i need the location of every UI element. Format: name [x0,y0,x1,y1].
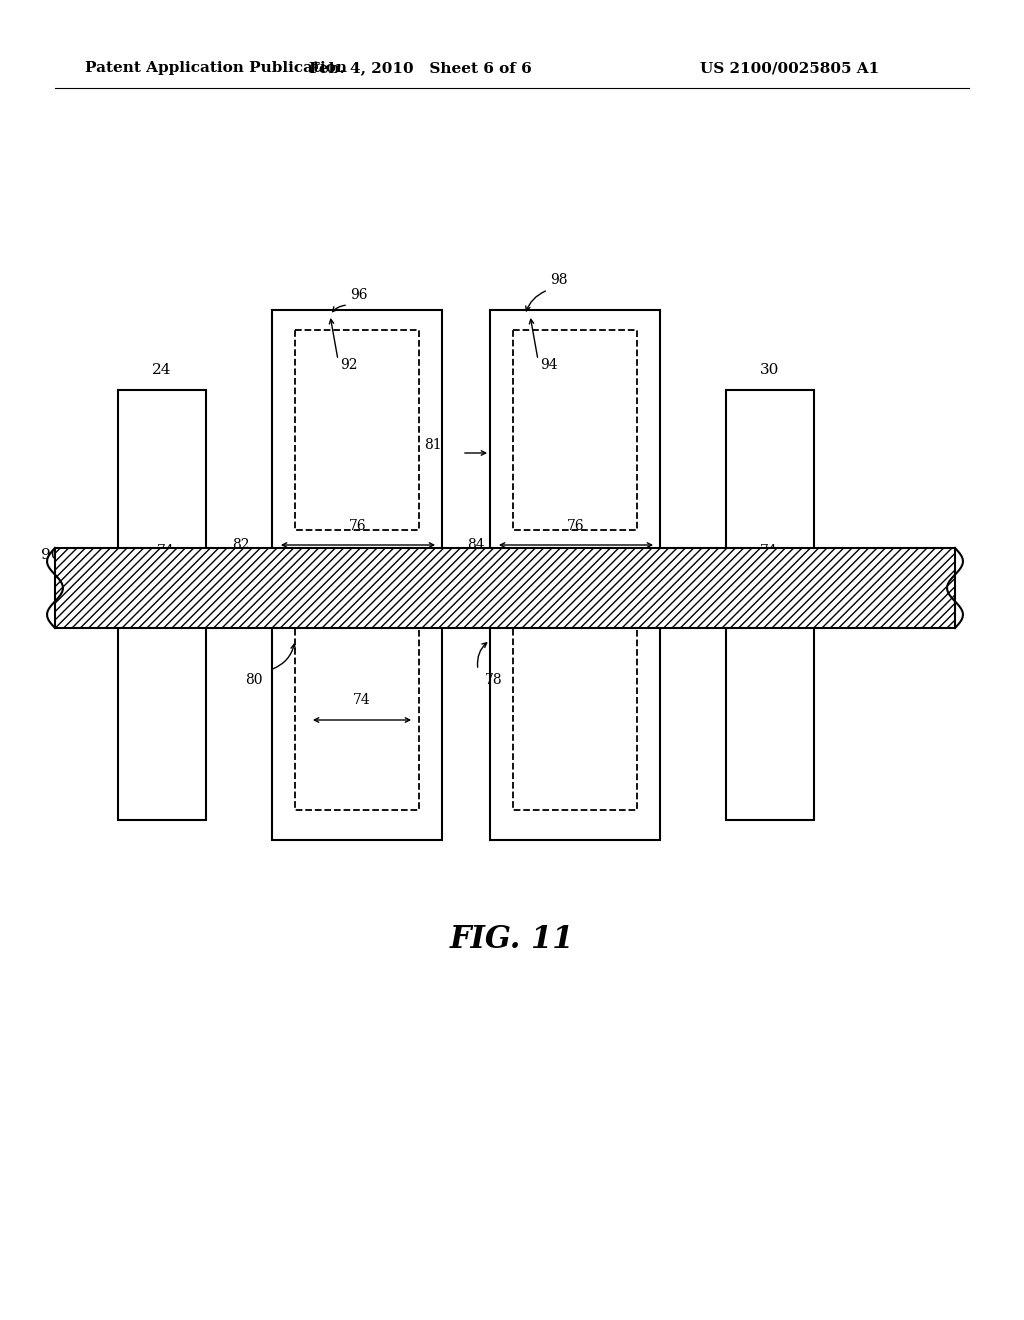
Bar [118,389,206,820]
Text: 82: 82 [232,539,250,552]
Bar [513,620,637,810]
Text: 80: 80 [246,673,263,686]
Text: Patent Application Publication: Patent Application Publication [85,61,347,75]
Text: US 2100/0025805 A1: US 2100/0025805 A1 [700,61,880,75]
Bar [726,389,814,820]
Text: 74: 74 [353,693,371,708]
Text: 90: 90 [41,548,60,562]
Bar [55,548,955,628]
Bar [272,310,442,840]
Text: 76: 76 [349,519,367,533]
Text: 96: 96 [350,288,368,302]
Bar [490,310,660,840]
Text: FIG. 11: FIG. 11 [450,924,574,956]
Text: 92: 92 [340,358,357,372]
Bar [295,330,419,531]
Text: 84: 84 [467,539,484,552]
Text: 24: 24 [153,363,172,378]
Bar [295,620,419,810]
Text: 30: 30 [760,363,779,378]
Text: 74: 74 [760,544,778,558]
Text: 76: 76 [567,519,585,533]
Text: 98: 98 [550,273,567,286]
Text: Feb. 4, 2010   Sheet 6 of 6: Feb. 4, 2010 Sheet 6 of 6 [308,61,531,75]
Text: 94: 94 [540,358,558,372]
Text: 81: 81 [424,438,442,451]
Text: 74: 74 [157,544,175,558]
Bar [513,330,637,531]
Text: 78: 78 [485,673,503,686]
